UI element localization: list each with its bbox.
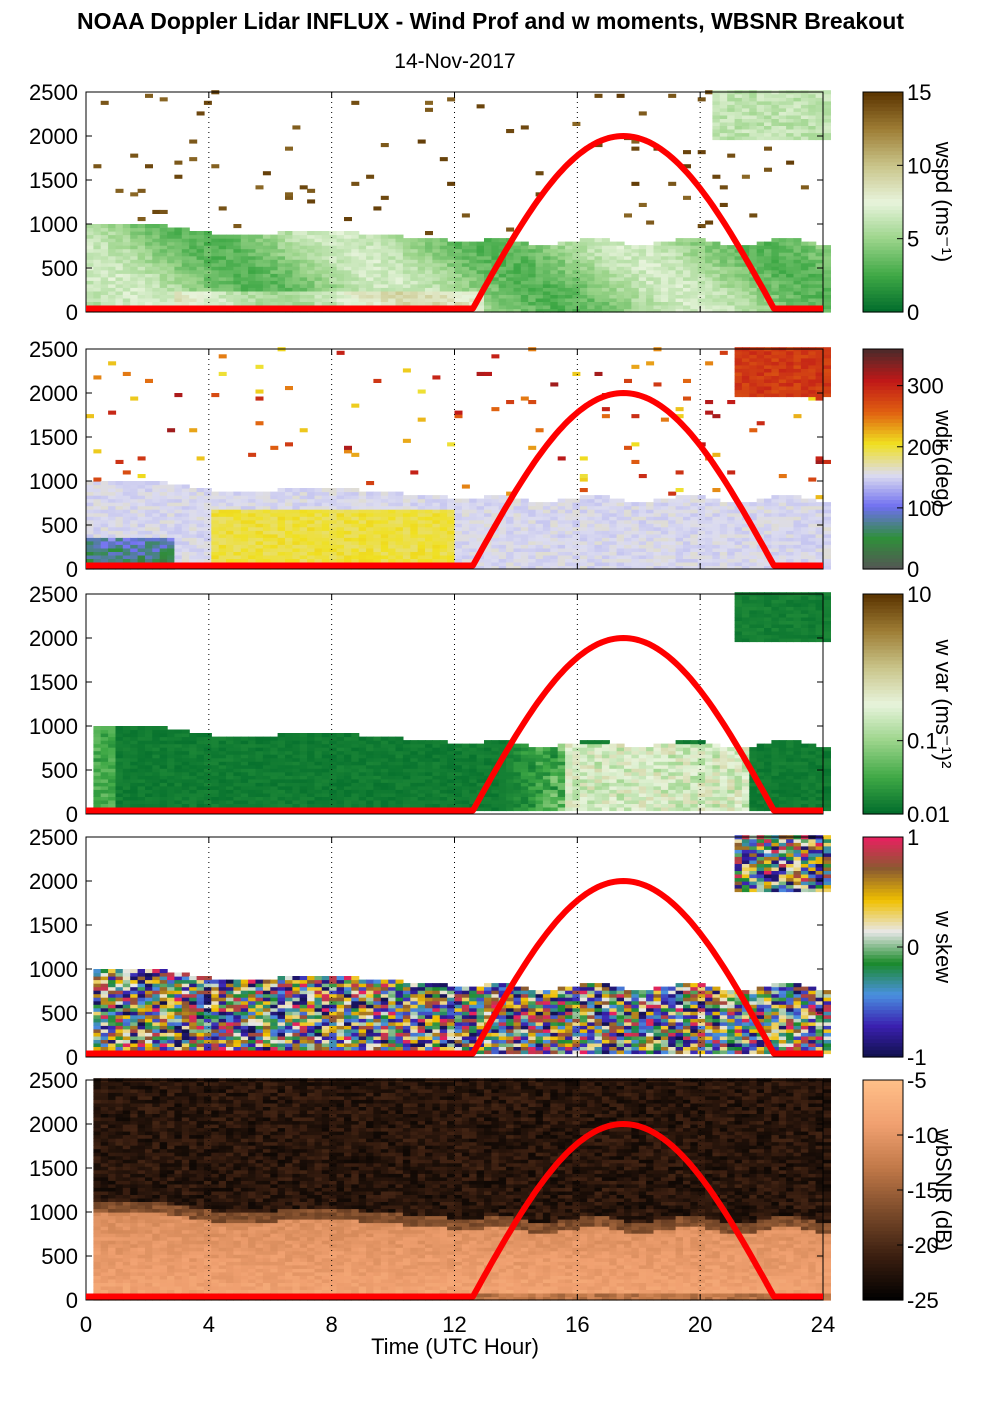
heatmap-cells bbox=[93, 1078, 831, 1301]
panel-wbSNR: 0 500 1000 1500 2000 2500 0 4 8 12 16 20 24 -25 -20 -15… bbox=[29, 1068, 956, 1337]
y-tick-label: 500 bbox=[41, 758, 78, 783]
x-tick-label: 8 bbox=[326, 1312, 338, 1337]
sun-curve bbox=[86, 1121, 823, 1300]
colorbar-tick-label: 200 bbox=[907, 435, 944, 460]
x-tick-label: 12 bbox=[442, 1312, 466, 1337]
sun-curve bbox=[86, 878, 823, 1057]
y-tick-label: 0 bbox=[66, 1288, 78, 1313]
colorbar-tick-label: 1 bbox=[907, 825, 919, 850]
colorbar: 0.01 0.1 10 w var (ms⁻¹)² bbox=[862, 582, 956, 827]
panel-w-var: 0 500 1000 1500 2000 2500 0.01 0.1 10 w var (ms⁻¹… bbox=[29, 582, 956, 827]
y-tick-label: 0 bbox=[66, 557, 78, 582]
y-tick-label: 2000 bbox=[29, 869, 78, 894]
y-tick-label: 1000 bbox=[29, 1200, 78, 1225]
colorbar-label: wspd (ms⁻¹) bbox=[931, 141, 956, 262]
colorbar-tick-label: 0.01 bbox=[907, 802, 950, 827]
y-tick-label: 500 bbox=[41, 1244, 78, 1269]
y-tick-label: 2500 bbox=[29, 337, 78, 362]
y-tick-label: 0 bbox=[66, 300, 78, 325]
chart-subtitle: 14-Nov-2017 bbox=[394, 50, 516, 73]
colorbar-tick-label: 10 bbox=[907, 153, 931, 178]
y-tick-label: 1500 bbox=[29, 168, 78, 193]
colorbar-tick-label: 0.1 bbox=[907, 729, 938, 754]
y-tick-label: 2000 bbox=[29, 1112, 78, 1137]
colorbar-tick-label: -1 bbox=[907, 1045, 927, 1070]
y-tick-label: 2000 bbox=[29, 626, 78, 651]
y-tick-label: 2000 bbox=[29, 124, 78, 149]
x-tick-label: 0 bbox=[80, 1312, 92, 1337]
y-tick-label: 1000 bbox=[29, 469, 78, 494]
y-tick-label: 500 bbox=[41, 513, 78, 538]
y-tick-label: 2000 bbox=[29, 381, 78, 406]
colorbar: -1 0 1 w skew bbox=[862, 825, 956, 1070]
chart-title: NOAA Doppler Lidar INFLUX - Wind Prof an… bbox=[77, 8, 904, 34]
colorbar-tick-label: 10 bbox=[907, 582, 931, 607]
panel-wspd: 0 500 1000 1500 2000 2500 0 5 10 15 wspd (ms⁻¹) bbox=[29, 80, 956, 325]
x-axis-label: Time (UTC Hour) bbox=[371, 1334, 539, 1359]
y-tick-label: 1500 bbox=[29, 1156, 78, 1181]
y-tick-label: 2500 bbox=[29, 582, 78, 607]
colorbar-label: w skew bbox=[931, 910, 956, 983]
y-tick-label: 1500 bbox=[29, 425, 78, 450]
x-tick-label: 16 bbox=[565, 1312, 589, 1337]
colorbar-tick-label: 5 bbox=[907, 227, 919, 252]
colorbar: -25 -20 -15 -10 -5 wbSNR (dB) bbox=[862, 1068, 956, 1313]
sun-curve bbox=[86, 635, 823, 814]
x-tick-label: 4 bbox=[203, 1312, 215, 1337]
sun-curve bbox=[86, 390, 823, 569]
colorbar-tick-label: 0 bbox=[907, 935, 919, 960]
y-tick-label: 0 bbox=[66, 1045, 78, 1070]
colorbar-label: wdir (deg) bbox=[931, 409, 956, 508]
y-tick-label: 1500 bbox=[29, 913, 78, 938]
panel-wdir: 0 500 1000 1500 2000 2500 0 100 200 300 wdir (deg) bbox=[29, 337, 956, 582]
colorbar: 0 100 200 300 wdir (deg) bbox=[862, 348, 956, 582]
colorbar-tick-label: 0 bbox=[907, 300, 919, 325]
colorbar-tick-label: -5 bbox=[907, 1068, 927, 1093]
y-tick-label: 2500 bbox=[29, 1068, 78, 1093]
y-tick-label: 1000 bbox=[29, 212, 78, 237]
colorbar-tick-label: -20 bbox=[907, 1233, 939, 1258]
x-tick-label: 24 bbox=[811, 1312, 835, 1337]
heatmap-cells bbox=[93, 592, 831, 812]
heatmap-cells bbox=[86, 90, 831, 313]
colorbar: 0 5 10 15 wspd (ms⁻¹) bbox=[862, 80, 956, 325]
sun-curve bbox=[86, 133, 823, 312]
y-tick-label: 1000 bbox=[29, 714, 78, 739]
y-tick-label: 2500 bbox=[29, 80, 78, 105]
y-tick-label: 1500 bbox=[29, 670, 78, 695]
colorbar-tick-label: 15 bbox=[907, 80, 931, 105]
heatmap-cells bbox=[93, 835, 831, 1055]
heatmap-cells bbox=[86, 347, 831, 570]
y-tick-label: 500 bbox=[41, 1001, 78, 1026]
y-tick-label: 2500 bbox=[29, 825, 78, 850]
colorbar-tick-label: 300 bbox=[907, 374, 944, 399]
y-tick-label: 1000 bbox=[29, 957, 78, 982]
colorbar-tick-label: 100 bbox=[907, 496, 944, 521]
x-tick-label: 20 bbox=[688, 1312, 712, 1337]
panel-w-skew: 0 500 1000 1500 2000 2500 -1 0 1 w skew bbox=[29, 825, 956, 1070]
colorbar-tick-label: 0 bbox=[907, 557, 919, 582]
y-tick-label: 500 bbox=[41, 256, 78, 281]
colorbar-tick-label: -10 bbox=[907, 1123, 939, 1148]
y-tick-label: 0 bbox=[66, 802, 78, 827]
colorbar-tick-label: -25 bbox=[907, 1288, 939, 1313]
colorbar-tick-label: -15 bbox=[907, 1178, 939, 1203]
colorbar-label: wbSNR (dB) bbox=[931, 1128, 956, 1251]
colorbar-label: w var (ms⁻¹)² bbox=[931, 639, 956, 769]
